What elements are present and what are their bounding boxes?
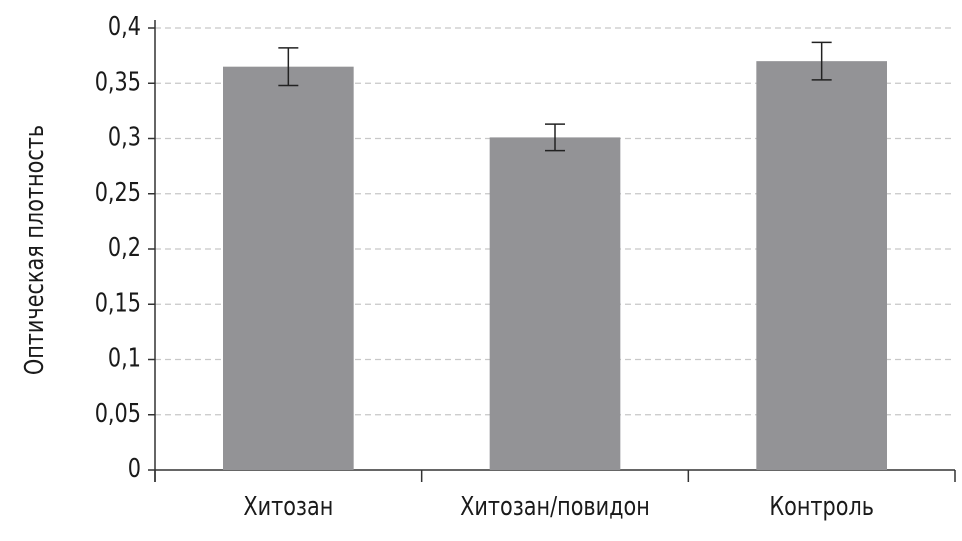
y-tick-label: 0,3 [108,121,141,152]
y-tick-label: 0,2 [108,232,141,263]
x-tick-label: Хитозан/повидон [460,491,650,522]
bar [489,137,621,470]
error-bar [545,123,565,152]
x-tick-label: Хитозан [243,491,333,522]
error-bar [811,41,832,81]
y-tick-label: 0,05 [95,398,141,429]
x-tick-label: Контроль [769,491,874,522]
bar [223,66,354,471]
y-tick-label: 0,15 [95,287,141,318]
y-tick-label: 0,4 [108,11,141,42]
y-tick-label: 0,25 [95,177,141,208]
y-tick-label: 0,35 [95,66,141,97]
y-axis-label: Оптическая плотность [19,125,50,375]
y-tick-label: 0 [128,453,141,484]
error-bar [278,47,299,87]
y-tick-label: 0,1 [108,342,141,373]
bar [756,61,887,471]
